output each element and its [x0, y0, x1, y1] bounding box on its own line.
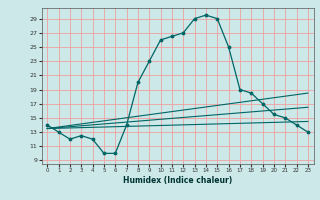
X-axis label: Humidex (Indice chaleur): Humidex (Indice chaleur) [123, 176, 232, 185]
